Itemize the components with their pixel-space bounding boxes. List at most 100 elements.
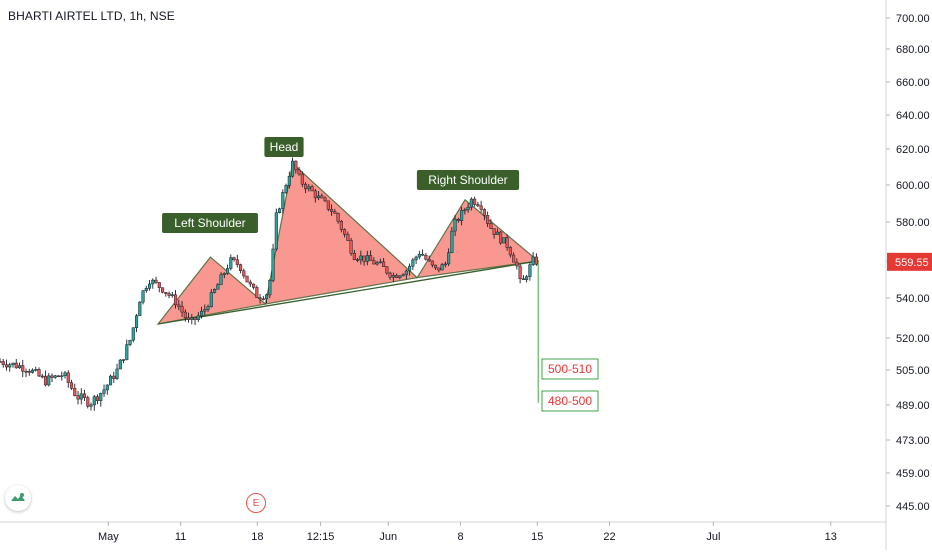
left-shoulder-label-text: Left Shoulder: [174, 216, 245, 230]
candle-body: [40, 375, 44, 378]
candle-body: [147, 283, 152, 289]
candle-body: [17, 365, 22, 369]
candle-body: [0, 361, 2, 363]
candle-body: [265, 294, 269, 300]
candle-body: [95, 396, 100, 401]
candle-body: [352, 253, 356, 260]
candle-body: [300, 173, 304, 185]
candle-body: [239, 264, 243, 271]
candle-body: [245, 275, 249, 283]
candle-body: [99, 392, 103, 401]
candle-body: [24, 370, 28, 373]
symbol-title[interactable]: BHARTI AIRTEL LTD, 1h, NSE: [8, 9, 175, 23]
candle-body: [310, 186, 314, 192]
candle-body: [369, 255, 373, 261]
candle-body: [466, 206, 470, 211]
candle-body: [476, 204, 480, 207]
x-tick-label: Jun: [379, 531, 397, 543]
candle-body: [271, 248, 275, 281]
candle-body: [398, 275, 402, 278]
candle-body: [385, 266, 389, 274]
x-tick-label: May: [98, 531, 119, 543]
candle-body: [56, 375, 61, 378]
y-tick-label: 600.00: [896, 180, 930, 192]
candle-body: [469, 198, 473, 208]
candle-body: [297, 169, 301, 175]
candle-body: [333, 211, 337, 214]
x-tick-label: 13: [825, 531, 837, 543]
candle-body: [450, 230, 454, 253]
neckline: [157, 260, 539, 325]
target-2-label: 480-500: [541, 390, 599, 412]
target-2-label-text: 480-500: [548, 394, 592, 408]
candle-body: [495, 231, 499, 235]
candle-body: [258, 297, 262, 300]
tradingview-logo-icon[interactable]: [5, 485, 31, 511]
candle-body: [518, 265, 522, 279]
candle-body: [89, 404, 93, 407]
target-1-label: 500-510: [541, 358, 599, 380]
earnings-marker-icon[interactable]: E: [246, 493, 266, 513]
candle-body: [92, 396, 96, 406]
candle-body: [395, 275, 399, 278]
candle-body: [183, 311, 187, 318]
y-tick-label: 459.00: [896, 468, 930, 480]
candle-body: [76, 395, 80, 400]
candle-body: [434, 264, 438, 269]
candle-body: [213, 289, 217, 293]
candle-body: [138, 301, 142, 316]
right-shoulder-label-text: Right Shoulder: [428, 173, 507, 187]
candle-body: [294, 160, 298, 171]
candle-body: [437, 267, 441, 271]
candle-body: [268, 280, 272, 296]
candle-body: [186, 317, 191, 320]
candle-body: [199, 310, 204, 317]
y-tick-label: 640.00: [896, 110, 930, 122]
candle-body: [157, 282, 161, 288]
candlestick-series: [0, 157, 538, 411]
candle-body: [151, 279, 155, 285]
candle-body: [287, 175, 291, 186]
candle-body: [339, 220, 343, 230]
candle-body: [4, 364, 9, 368]
candle-body: [252, 283, 256, 288]
x-tick-label: 15: [531, 531, 543, 543]
candle-body: [102, 389, 106, 394]
candle-body: [505, 237, 509, 248]
x-tick-label: 22: [603, 531, 615, 543]
candle-body: [492, 228, 496, 235]
y-tick-label: 620.00: [896, 144, 930, 156]
candle-body: [304, 183, 308, 190]
candle-body: [43, 375, 48, 386]
candle-body: [50, 375, 54, 378]
candle-body: [170, 294, 174, 296]
candle-body: [193, 317, 197, 320]
candle-body: [404, 270, 408, 276]
candle-body: [160, 287, 165, 293]
candle-body: [63, 372, 67, 377]
candle-body: [515, 261, 519, 267]
candle-body: [525, 276, 529, 280]
candle-body: [320, 195, 324, 199]
x-tick-label: 18: [251, 531, 263, 543]
candle-body: [291, 160, 295, 177]
candle-body: [473, 198, 477, 205]
head-and-shoulders-pattern: [156, 162, 540, 403]
candle-body: [82, 393, 87, 398]
head-label-text: Head: [270, 140, 299, 154]
x-tick-label: 11: [175, 531, 186, 543]
candle-body: [196, 315, 200, 320]
left-shoulder-label-bg: [162, 213, 258, 233]
candle-body: [388, 272, 392, 278]
candle-body: [27, 371, 31, 373]
candle-body: [235, 259, 239, 265]
y-tick-label: 660.00: [896, 77, 930, 89]
candle-body: [421, 253, 425, 256]
last-price-text: 559.55: [895, 257, 929, 269]
candle-body: [460, 210, 464, 221]
candle-body: [115, 368, 119, 379]
candle-body: [125, 344, 129, 360]
